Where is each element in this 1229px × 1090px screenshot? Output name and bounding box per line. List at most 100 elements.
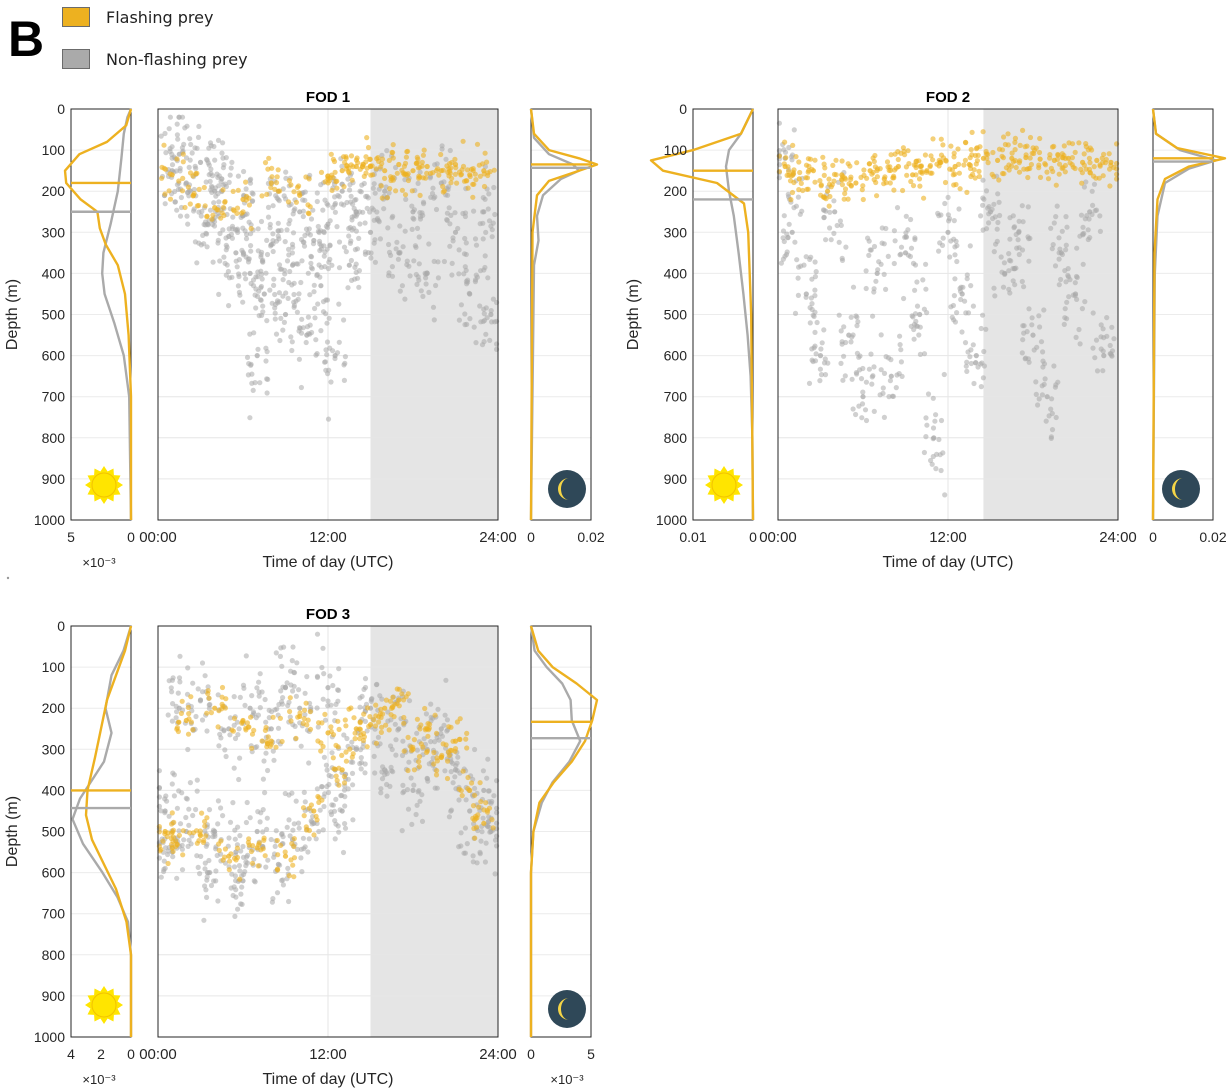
nonflashing-point [821,207,827,213]
nonflashing-point [1049,396,1055,402]
nonflashing-point [914,303,921,309]
nonflashing-point [215,692,221,698]
flashing-point [448,165,454,171]
nonflashing-point [315,724,321,730]
nonflashing-point [403,196,409,202]
flashing-point [812,157,818,163]
nonflashing-point [267,287,273,293]
nonflashing-point [314,673,320,680]
nonflashing-point [176,151,182,157]
nonflashing-point [447,243,453,249]
nonflashing-point [414,225,421,231]
moon-icon [548,990,586,1028]
flashing-point [1047,155,1053,161]
nonflashing-point [313,337,319,343]
nonflashing-point [880,385,886,391]
nonflashing-point [354,246,361,252]
nonflashing-point [377,236,383,242]
flashing-point [973,161,979,167]
flashing-point [202,203,208,209]
nonflashing-point [817,353,824,359]
flashing-point [440,741,446,747]
nonflashing-point [263,358,269,364]
y-tick-label: 400 [42,265,66,281]
flashing-point [169,821,175,827]
flashing-point [822,165,828,171]
nonflashing-point [198,853,204,860]
nonflashing-point [176,675,183,681]
flashing-point [839,182,846,188]
nonflashing-point [1044,394,1050,400]
flashing-point [251,727,257,734]
nonflashing-point [235,732,241,738]
nonflashing-point [781,213,787,219]
flashing-point [373,166,379,172]
nonflashing-point [311,289,317,295]
nonflashing-point [1025,204,1031,210]
nonflashing-point [372,259,378,265]
flashing-point [930,136,936,142]
nonflashing-point [937,240,943,246]
nonflashing-point [347,224,353,231]
nonflashing-point [195,864,201,871]
nonflashing-point [287,268,293,275]
nonflashing-point [290,262,296,268]
nonflashing-point [473,340,479,346]
flashing-point [1059,155,1065,161]
nonflashing-point [174,805,180,811]
flashing-point [438,151,444,158]
nonflashing-point [371,181,377,187]
flashing-point [478,799,484,805]
nonflashing-point [1016,218,1022,224]
nonflashing-point [340,849,347,856]
nonflashing-point [358,760,365,766]
nonflashing-point [217,230,223,237]
moon-crescent [1172,478,1183,500]
y-tick-label: 100 [664,142,688,158]
nonflashing-point [186,837,192,843]
flashing-point [285,199,292,205]
nonflashing-point [187,136,193,142]
nonflashing-point [866,252,872,258]
nonflashing-point [450,238,456,244]
nonflashing-point [240,854,247,861]
nonflashing-point [176,828,182,834]
nonflashing-point [954,243,960,249]
nonflashing-point [1040,349,1046,355]
nonflashing-point [226,303,232,309]
nonflashing-point [818,372,825,378]
nonflashing-point [428,739,434,745]
nonflashing-point [251,856,257,862]
nonflashing-point [784,231,790,237]
nonflashing-point [1109,324,1115,330]
nonflashing-point [863,417,870,424]
nonflashing-point [866,366,873,372]
nonflashing-point [323,311,329,317]
flashing-point [268,180,274,186]
moon-crescent [558,998,569,1020]
flashing-point [788,197,794,203]
nonflashing-point [945,229,951,235]
nonflashing-point [257,671,263,677]
nonflashing-point [417,210,423,216]
nonflashing-point [980,202,986,208]
nonflashing-point [199,717,206,723]
flashing-point [424,748,430,754]
nonflashing-point [1014,245,1020,251]
flashing-point [367,722,374,728]
flashing-point [481,168,487,174]
nonflashing-point [1020,337,1026,343]
nonflashing-point [295,296,301,302]
nonflashing-point [995,219,1001,226]
flashing-point [315,738,321,744]
nonflashing-point [1090,202,1096,208]
nonflashing-point [215,240,221,246]
flashing-point [274,837,280,844]
nonflashing-point [862,407,869,413]
flashing-point [796,187,802,193]
flashing-point [275,852,281,858]
nonflashing-point [165,712,171,718]
flashing-point [464,745,470,751]
nonflashing-point [400,782,406,789]
